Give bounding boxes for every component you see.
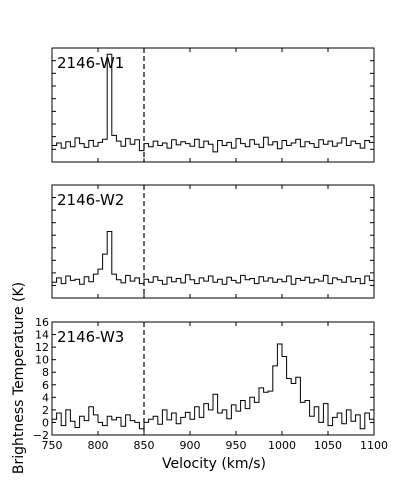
x-tick-label: 850 [134,439,155,452]
y-axis-title: Brightness Temperature (K) [11,282,27,474]
x-tick-label: 950 [226,439,247,452]
spectrum-trace [52,53,374,153]
y-tick-label: 16 [35,316,49,329]
x-tick-label: 1000 [268,439,296,452]
y-tick-label: −2 [33,429,49,442]
panel-label: 2146-W3 [57,328,124,346]
panel-label: 2146-W1 [57,54,124,72]
y-tick-label: 6 [42,379,49,392]
x-tick-label: 750 [42,439,63,452]
y-tick-label: 4 [42,391,49,404]
y-tick-label: 10 [35,354,49,367]
y-tick-label: 2 [42,404,49,417]
x-tick-label: 1100 [360,439,388,452]
x-tick-label: 1050 [314,439,342,452]
x-axis-tick-labels: 750 800 850 900 950 1000 1050 1100 [42,439,389,452]
panel-2: 2146-W2 [51,184,375,299]
spectrum-trace [52,231,374,285]
x-tick-label: 900 [180,439,201,452]
x-axis-title: Velocity (km/s) [162,456,266,472]
panel-frame [51,47,375,163]
x-tick-label: 800 [88,439,109,452]
panel-frame [51,184,375,299]
panel-1: 2146-W1 [51,47,375,163]
panel-frame [51,321,375,436]
y-tick-label: 8 [42,366,49,379]
spectrum-trace [52,343,374,430]
y-tick-label: 14 [35,329,49,342]
panel-label: 2146-W2 [57,191,124,209]
y-tick-label: 0 [42,416,49,429]
y-tick-label: 12 [35,341,49,354]
